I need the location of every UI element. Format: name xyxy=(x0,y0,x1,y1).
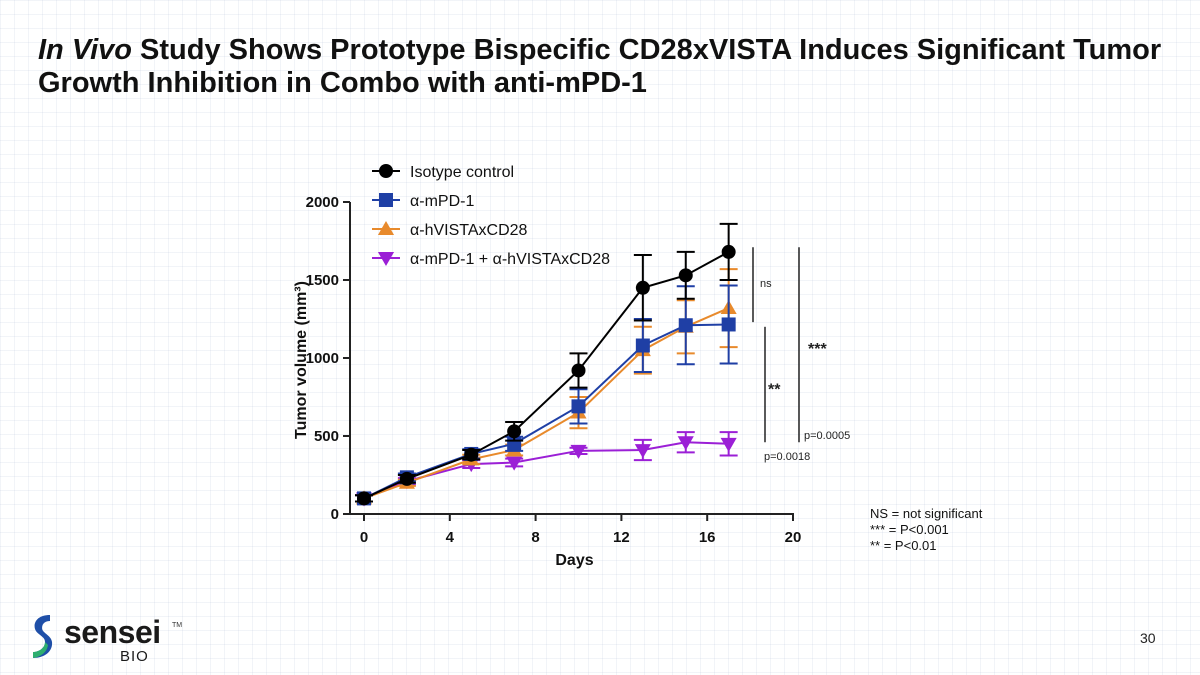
x-tick-label: 4 xyxy=(446,529,455,546)
significance-notes: NS = not significant *** = P<0.001 ** = … xyxy=(870,506,982,554)
y-tick-label: 1500 xyxy=(306,272,339,289)
y-tick-label: 1000 xyxy=(306,350,339,367)
p001-stars: *** xyxy=(808,341,827,358)
logo-wordmark: sensei xyxy=(64,614,161,650)
data-point xyxy=(571,399,586,414)
data-point xyxy=(721,317,736,332)
significance-annotations: ns ** p=0.0018 *** p=0.0005 xyxy=(752,247,850,463)
series-group xyxy=(355,222,738,506)
series-line xyxy=(363,441,729,500)
p001-value: p=0.0005 xyxy=(804,430,850,442)
legend-marker xyxy=(379,164,393,178)
p01-value: p=0.0018 xyxy=(764,451,810,463)
logo-mark-icon xyxy=(33,615,53,658)
y-tick-label: 0 xyxy=(331,506,339,523)
series-group xyxy=(355,431,738,507)
data-point xyxy=(399,471,414,486)
series-line xyxy=(363,323,729,500)
series-line xyxy=(363,251,730,500)
sensei-bio-logo: sensei TM BIO xyxy=(28,612,228,665)
data-point xyxy=(720,437,737,452)
x-tick-label: 16 xyxy=(699,529,716,546)
data-point xyxy=(634,444,651,459)
data-point xyxy=(635,338,650,353)
title-text: Study Shows Prototype Bispecific CD28xVI… xyxy=(38,34,1162,99)
legend-marker xyxy=(377,220,395,235)
data-point xyxy=(506,456,523,471)
axes: 0 4 8 12 16 20 0 500 1000 1500 2000 Days Tumor volum… xyxy=(293,194,801,569)
data-point xyxy=(570,444,587,459)
data-point xyxy=(721,244,736,259)
data-point xyxy=(571,363,586,378)
series-line xyxy=(363,307,730,500)
legend-label: α-mPD-1 xyxy=(410,193,474,210)
data-point xyxy=(677,436,694,451)
legend-marker xyxy=(377,252,395,267)
x-tick-label: 8 xyxy=(531,529,539,546)
note-ns: NS = not significant xyxy=(870,506,983,521)
data-point xyxy=(635,280,650,295)
data-point xyxy=(507,424,522,439)
ns-label: ns xyxy=(760,278,772,290)
legend-label: α-mPD-1 + α-hVISTAxCD28 xyxy=(410,251,610,268)
y-tick-label: 2000 xyxy=(306,194,339,211)
x-tick-label: 0 xyxy=(360,529,368,546)
note-p001: *** = P<0.001 xyxy=(870,522,949,537)
x-tick-label: 12 xyxy=(613,529,630,546)
legend-label: α-hVISTAxCD28 xyxy=(410,222,528,239)
logo-sub: BIO xyxy=(120,648,149,665)
series-group xyxy=(355,268,738,505)
title-italic: In Vivo xyxy=(38,34,132,66)
slide-title: In Vivo Study Shows Prototype Bispecific… xyxy=(38,34,1168,100)
data-point xyxy=(357,491,371,506)
legend-label: Isotype control xyxy=(410,164,514,181)
series-layer xyxy=(355,222,738,507)
p01-stars: ** xyxy=(768,382,781,399)
x-tick-label: 20 xyxy=(785,529,802,546)
series-group xyxy=(355,284,738,506)
legend-marker xyxy=(379,193,393,207)
x-axis-title: Days xyxy=(555,552,593,569)
legend: Isotype control α-mPD-1 α-hVISTAxCD28 α-mPD… xyxy=(372,164,610,268)
y-tick-label: 500 xyxy=(314,428,339,445)
data-point xyxy=(678,318,693,333)
page-number: 30 xyxy=(1140,630,1156,646)
logo-trademark: TM xyxy=(172,622,183,629)
data-point xyxy=(464,447,479,462)
y-axis-title: Tumor volume (mm³) xyxy=(293,281,310,439)
data-point xyxy=(678,268,693,283)
note-p01: ** = P<0.01 xyxy=(870,538,937,553)
